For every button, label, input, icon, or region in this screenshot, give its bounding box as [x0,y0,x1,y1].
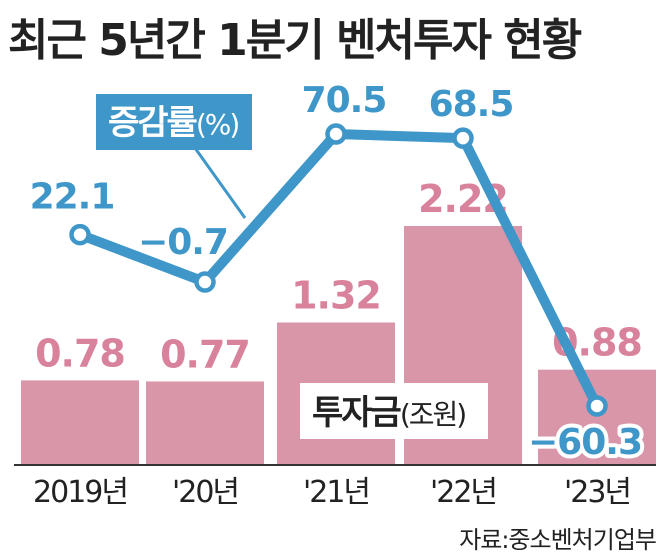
bar-4 [538,369,656,464]
legend-rate-unit: (%) [196,108,239,141]
bar-label-0: 0.78 [35,331,125,375]
bar-1 [146,381,264,464]
chart-title: 최근 5년간 1분기 벤처투자 현황 [8,15,582,66]
rate-point-1 [194,271,216,293]
svg-text:증감률(%): 증감률(%) [108,103,238,143]
source-note: 자료:중소벤처기업부 [459,526,657,554]
legend-amount: 투자금(조원) [300,383,488,439]
legend-rate: 증감률(%) [96,94,252,219]
rate-label-3: 68.5 [429,84,514,125]
bar-label-2: 1.32 [291,273,381,317]
legend-amount-box [300,383,488,439]
rate-point-3 [452,127,474,149]
rate-point-2 [325,123,347,145]
x-tick-3: '22년 [430,475,496,510]
rate-label-4: −60.3 [528,422,642,463]
rate-label-2: 70.5 [302,80,387,121]
x-tick-2: '21년 [303,475,369,510]
x-tick-1: '20년 [172,475,238,510]
x-tick-0: 2019년 [33,475,127,510]
legend-amount-unit: (조원) [400,398,465,431]
legend-rate-pointer [193,147,247,219]
legend-rate-text: 증감률 [108,103,198,143]
bar-label-1: 0.77 [160,332,250,376]
svg-text:투자금(조원): 투자금(조원) [312,393,465,433]
bar-0 [21,380,139,464]
x-tick-4: '23년 [564,475,630,510]
rate-point-4 [586,395,608,417]
rate-point-0 [69,223,91,246]
legend-rate-box [96,94,252,150]
rate-label-0: 22.1 [30,177,115,218]
rate-label-1: −0.7 [138,222,228,263]
legend-amount-text: 투자금 [312,393,402,433]
